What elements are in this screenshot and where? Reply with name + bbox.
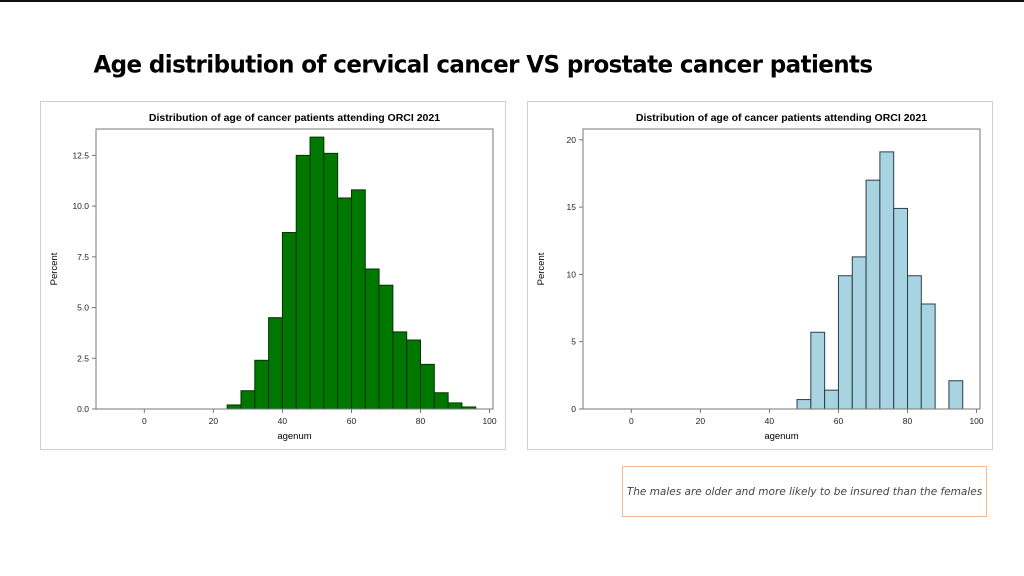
chart1-y-tick-label-3: 15 [567, 202, 577, 212]
chart0-bar-44 [295, 154, 311, 410]
chart0-x-axis-label: agenum [277, 431, 311, 442]
slide-title: Age distribution of cervical cancer VS p… [93, 51, 873, 79]
chart0-x-tick-label-80: 80 [416, 416, 426, 426]
chart0-bar-28 [240, 390, 256, 410]
chart1-bar-52 [810, 331, 826, 410]
top-border [0, 0, 1024, 2]
chart0-bar-68 [378, 284, 394, 410]
chart0-title: Distribution of age of cancer patients a… [149, 112, 440, 124]
chart0-x-tick-label-20: 20 [209, 416, 219, 426]
chart0-y-tick-label-3: 7.5 [77, 252, 89, 262]
chart0-x-tick-label-0: 0 [142, 416, 147, 426]
chart1-bar-92 [948, 380, 964, 410]
chart1-x-tick-label-80: 80 [903, 416, 913, 426]
chart0-bar-56 [337, 197, 352, 410]
chart1-y-axis-label: Percent [536, 252, 547, 285]
chart0-bar-48 [309, 136, 325, 410]
chart0-bar-40 [281, 231, 297, 410]
chart1-x-tick-label-60: 60 [834, 416, 844, 426]
chart1-y-tick-label-0: 0 [571, 404, 576, 414]
chart0-y-tick-label-2: 5.0 [77, 303, 89, 313]
prostate-cancer-chart-panel: Distribution of age of cancer patients a… [527, 101, 993, 450]
chart0-plot-frame [95, 128, 494, 410]
chart0-y-axis-label: Percent [49, 252, 60, 285]
chart1-bar-64 [851, 256, 867, 410]
chart1-bar-84 [920, 303, 936, 410]
chart0-bar-76 [406, 339, 422, 410]
chart0-x-tick-label-40: 40 [278, 416, 288, 426]
chart1-x-axis-label: agenum [764, 431, 798, 442]
chart1-y-tick-label-4: 20 [567, 135, 577, 145]
chart1-x-tick-label-100: 100 [969, 416, 983, 426]
chart0-bar-88 [447, 402, 463, 410]
chart1-bar-68 [865, 179, 881, 410]
chart0-bar-84 [433, 392, 449, 410]
chart1-bar-72 [879, 151, 895, 410]
chart1-plot-frame [582, 128, 981, 410]
chart1-bar-60 [837, 275, 853, 410]
chart0-bar-80 [420, 363, 435, 410]
cervical-age-histogram: Distribution of age of cancer patients a… [49, 112, 497, 442]
chart0-y-tick-label-4: 10.0 [72, 201, 89, 211]
chart1-y-tick-label-2: 10 [567, 269, 577, 279]
chart0-y-tick-label-0: 0.0 [77, 404, 89, 414]
chart1-x-tick-label-40: 40 [765, 416, 775, 426]
chart1-bar-80 [907, 275, 922, 410]
chart0-x-tick-label-60: 60 [347, 416, 357, 426]
chart0-bar-72 [392, 331, 408, 410]
conclusion-note: The males are older and more likely to b… [622, 466, 987, 517]
chart1-x-tick-label-20: 20 [696, 416, 706, 426]
chart0-bar-52 [323, 152, 339, 410]
chart0-bar-60 [350, 189, 366, 410]
chart1-x-tick-label-0: 0 [629, 416, 634, 426]
chart0-y-tick-label-5: 12.5 [72, 150, 89, 160]
chart1-bar-56 [824, 389, 839, 410]
chart1-bar-76 [893, 207, 909, 410]
chart1-bar-48 [796, 399, 812, 410]
chart0-bar-36 [268, 317, 283, 410]
chart1-title: Distribution of age of cancer patients a… [636, 112, 927, 124]
chart0-y-tick-label-1: 2.5 [77, 353, 89, 363]
prostate-age-histogram: Distribution of age of cancer patients a… [536, 112, 984, 442]
cervical-cancer-chart-panel: Distribution of age of cancer patients a… [40, 101, 506, 450]
chart0-x-tick-label-100: 100 [482, 416, 496, 426]
chart0-bar-64 [364, 268, 380, 410]
chart1-y-tick-label-1: 5 [571, 337, 576, 347]
chart0-bar-24 [226, 404, 242, 410]
chart0-bar-32 [254, 359, 270, 410]
